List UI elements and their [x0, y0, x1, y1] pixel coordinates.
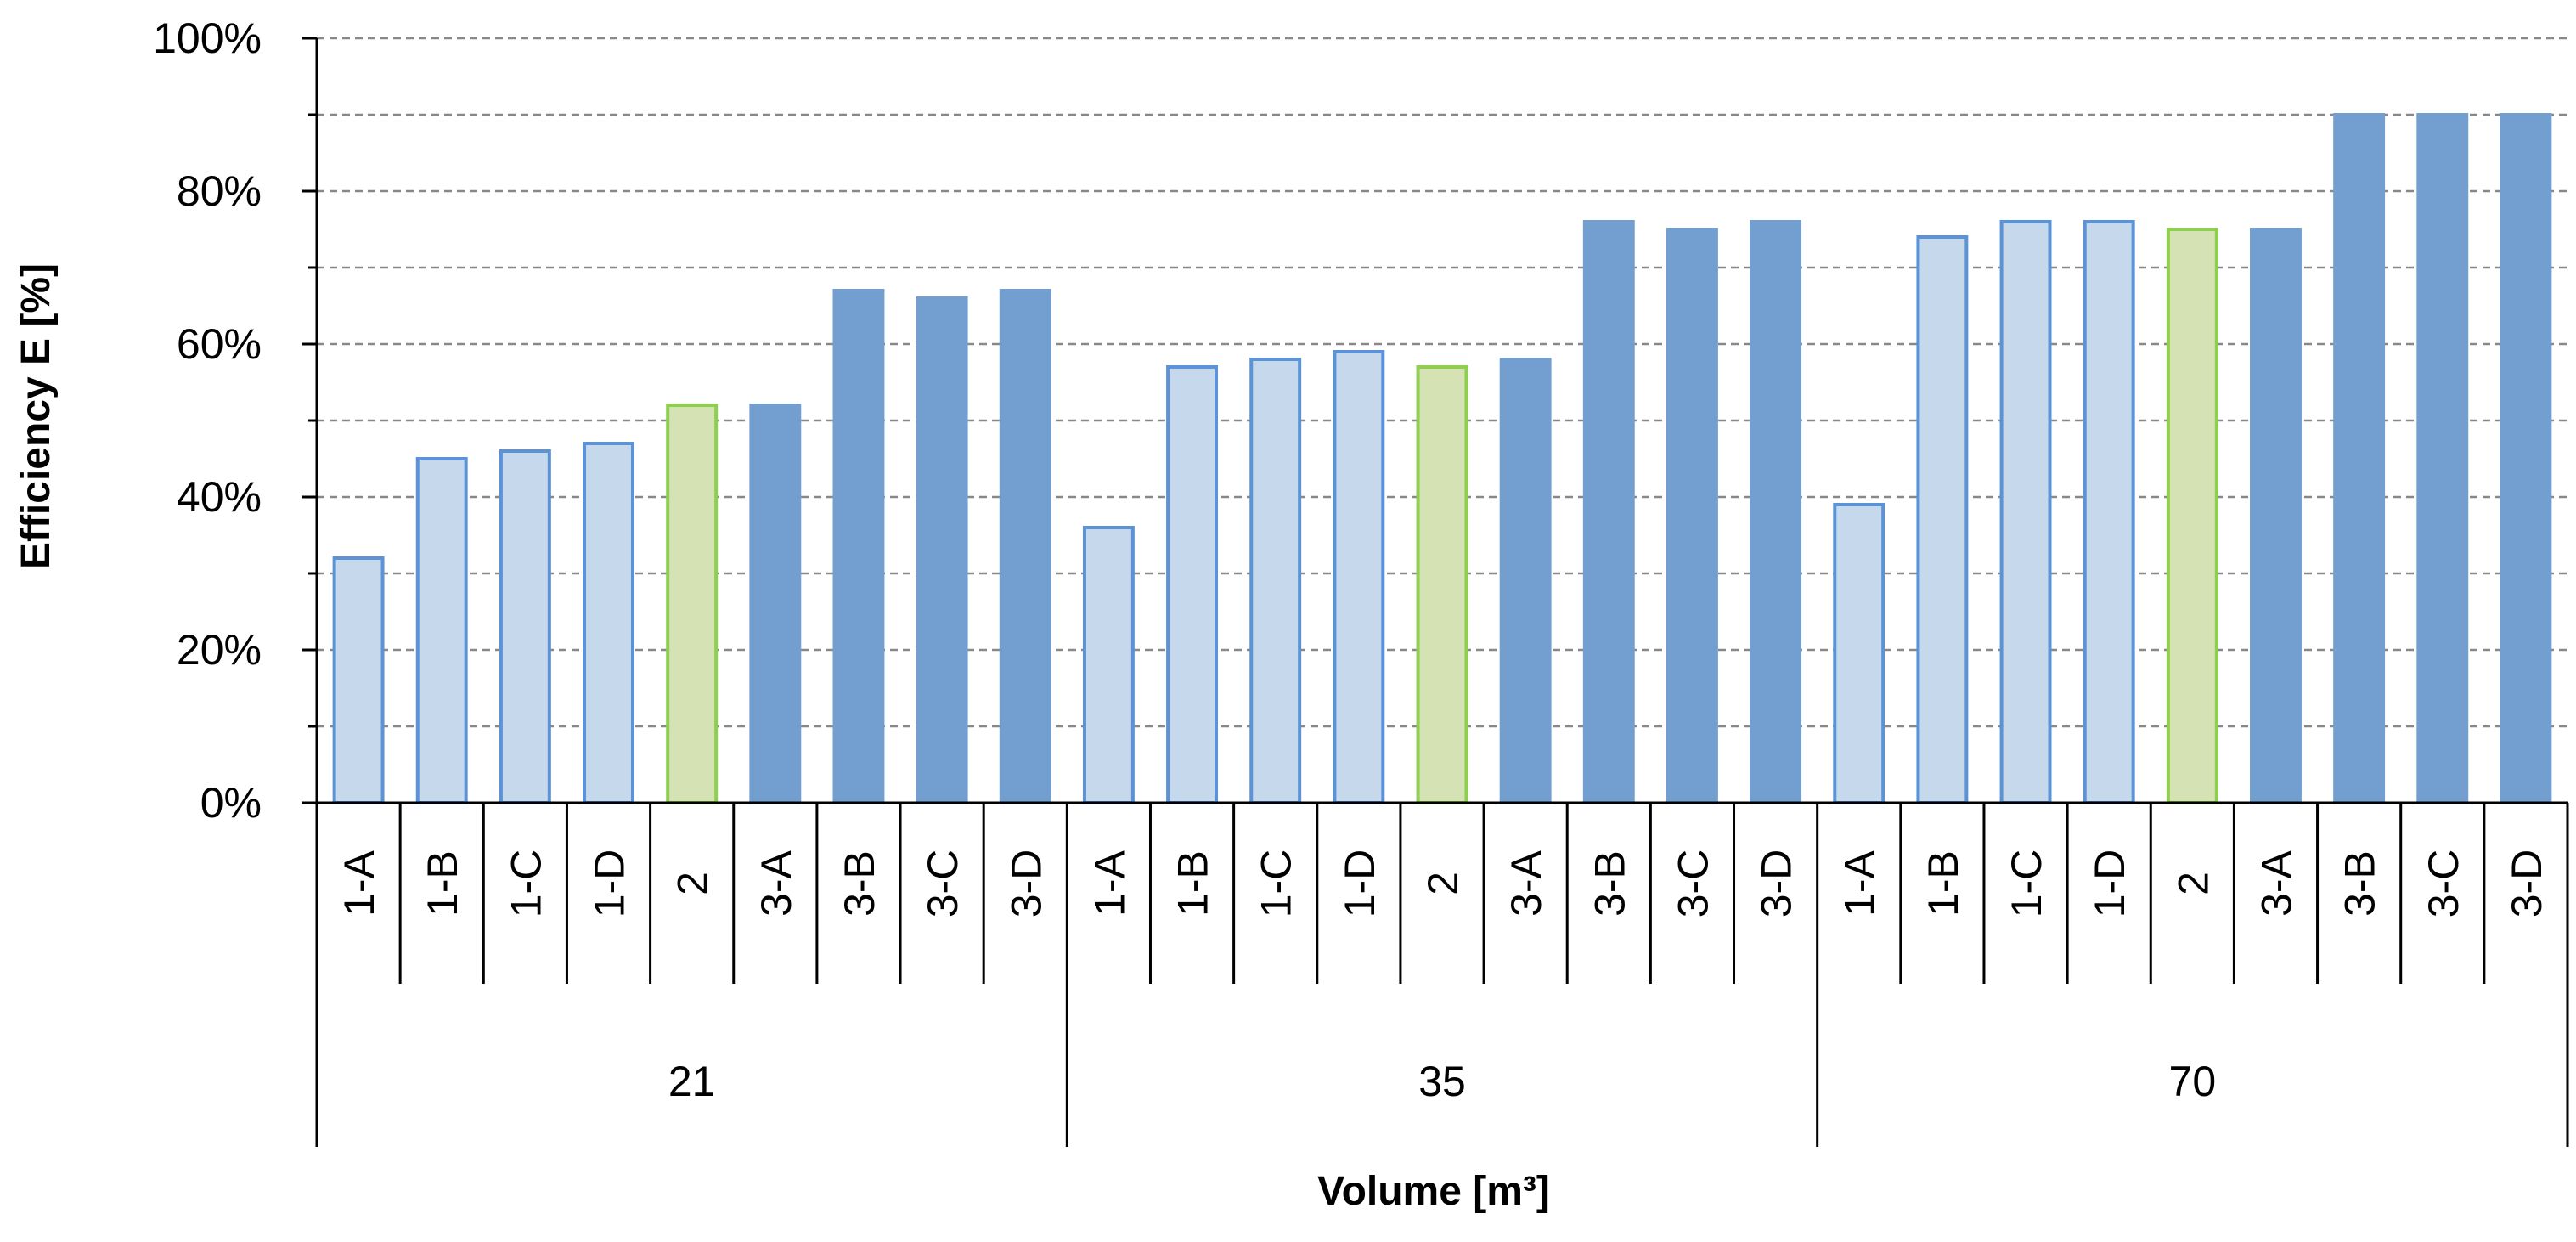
bar [1750, 220, 1802, 804]
bar [832, 289, 885, 804]
bar [1333, 350, 1385, 804]
x-tick-label: 1-D [586, 850, 634, 918]
x-tick-label: 3-B [836, 850, 883, 917]
x-tick-label: 3-D [2503, 850, 2551, 918]
bar [2083, 220, 2135, 804]
x-tick-label: 1-B [1170, 850, 1217, 917]
group-label: 70 [2169, 1058, 2217, 1105]
x-tick-label: 1-A [1836, 850, 1884, 916]
bar [1999, 220, 2052, 804]
y-tick-label: 80% [177, 167, 262, 215]
x-tick-label: 3-B [2336, 850, 2384, 917]
axes [302, 37, 2569, 1147]
y-tick-label: 100% [153, 14, 262, 62]
x-tick-label: 2 [2169, 872, 2217, 895]
x-tick-label: 3-A [753, 850, 800, 916]
bars [332, 113, 2552, 804]
x-tick-label: 3-C [1669, 850, 1716, 918]
x-tick-label: 3-B [1586, 850, 1633, 917]
x-tick-label: 2 [669, 872, 717, 895]
x-tick-labels: 1-A 1-B 1-C 1-D 2 3-A 3-B 3-C 3-D 1-A 1-B 1-C 1-D 2 3-… [335, 850, 2551, 918]
y-tick-label: 20% [177, 626, 262, 674]
x-tick-label: 1-A [335, 850, 383, 916]
x-tick-label: 3-D [1753, 850, 1801, 918]
x-axis-label: Volume [m³] [1317, 1169, 1550, 1214]
bar [2500, 113, 2552, 804]
x-tick-label: 1-A [1085, 850, 1133, 916]
x-tick-label: 1-D [1336, 850, 1384, 918]
bar [1582, 220, 1635, 804]
y-tick-label: 40% [177, 473, 262, 521]
bar [1499, 358, 1552, 804]
bar [1249, 358, 1302, 804]
bar [2416, 113, 2469, 804]
y-tick-label: 0% [200, 779, 262, 827]
bar [2166, 228, 2218, 804]
bar [2250, 228, 2302, 804]
bar [499, 449, 551, 804]
group-label: 21 [668, 1058, 716, 1105]
bar [332, 556, 385, 804]
x-tick-label: 2 [1419, 872, 1467, 895]
bar [1666, 228, 1718, 804]
bar [415, 457, 468, 804]
x-tick-label: 1-C [502, 850, 550, 918]
bar [666, 404, 719, 804]
bar [1833, 503, 1885, 804]
x-tick-label: 1-B [419, 850, 466, 917]
x-tick-label: 3-C [919, 850, 967, 918]
x-tick-label: 1-C [1253, 850, 1300, 918]
bar [916, 296, 968, 804]
bar [1416, 365, 1468, 804]
bar [583, 442, 634, 804]
bar [749, 404, 802, 804]
x-tick-label: 3-C [2420, 850, 2467, 918]
group-label: 35 [1418, 1058, 1466, 1105]
x-tick-label: 1-C [2003, 850, 2050, 918]
bar [2333, 113, 2386, 804]
y-tick-labels: 0% 20% 40% 60% 80% 100% [153, 14, 262, 827]
y-tick-label: 60% [177, 320, 262, 368]
y-axis-label: Efficiency E [%] [14, 263, 59, 569]
bar [999, 289, 1051, 804]
x-tick-label: 3-A [2252, 850, 2300, 916]
x-tick-label: 1-D [2086, 850, 2134, 918]
x-tick-label: 1-B [1919, 850, 1967, 917]
x-tick-label: 3-D [1002, 850, 1050, 918]
x-tick-label: 3-A [1502, 850, 1550, 916]
group-labels: 21 35 70 [668, 1058, 2216, 1105]
bar [1082, 526, 1135, 804]
bar [1166, 365, 1219, 804]
bar [1916, 235, 1969, 804]
